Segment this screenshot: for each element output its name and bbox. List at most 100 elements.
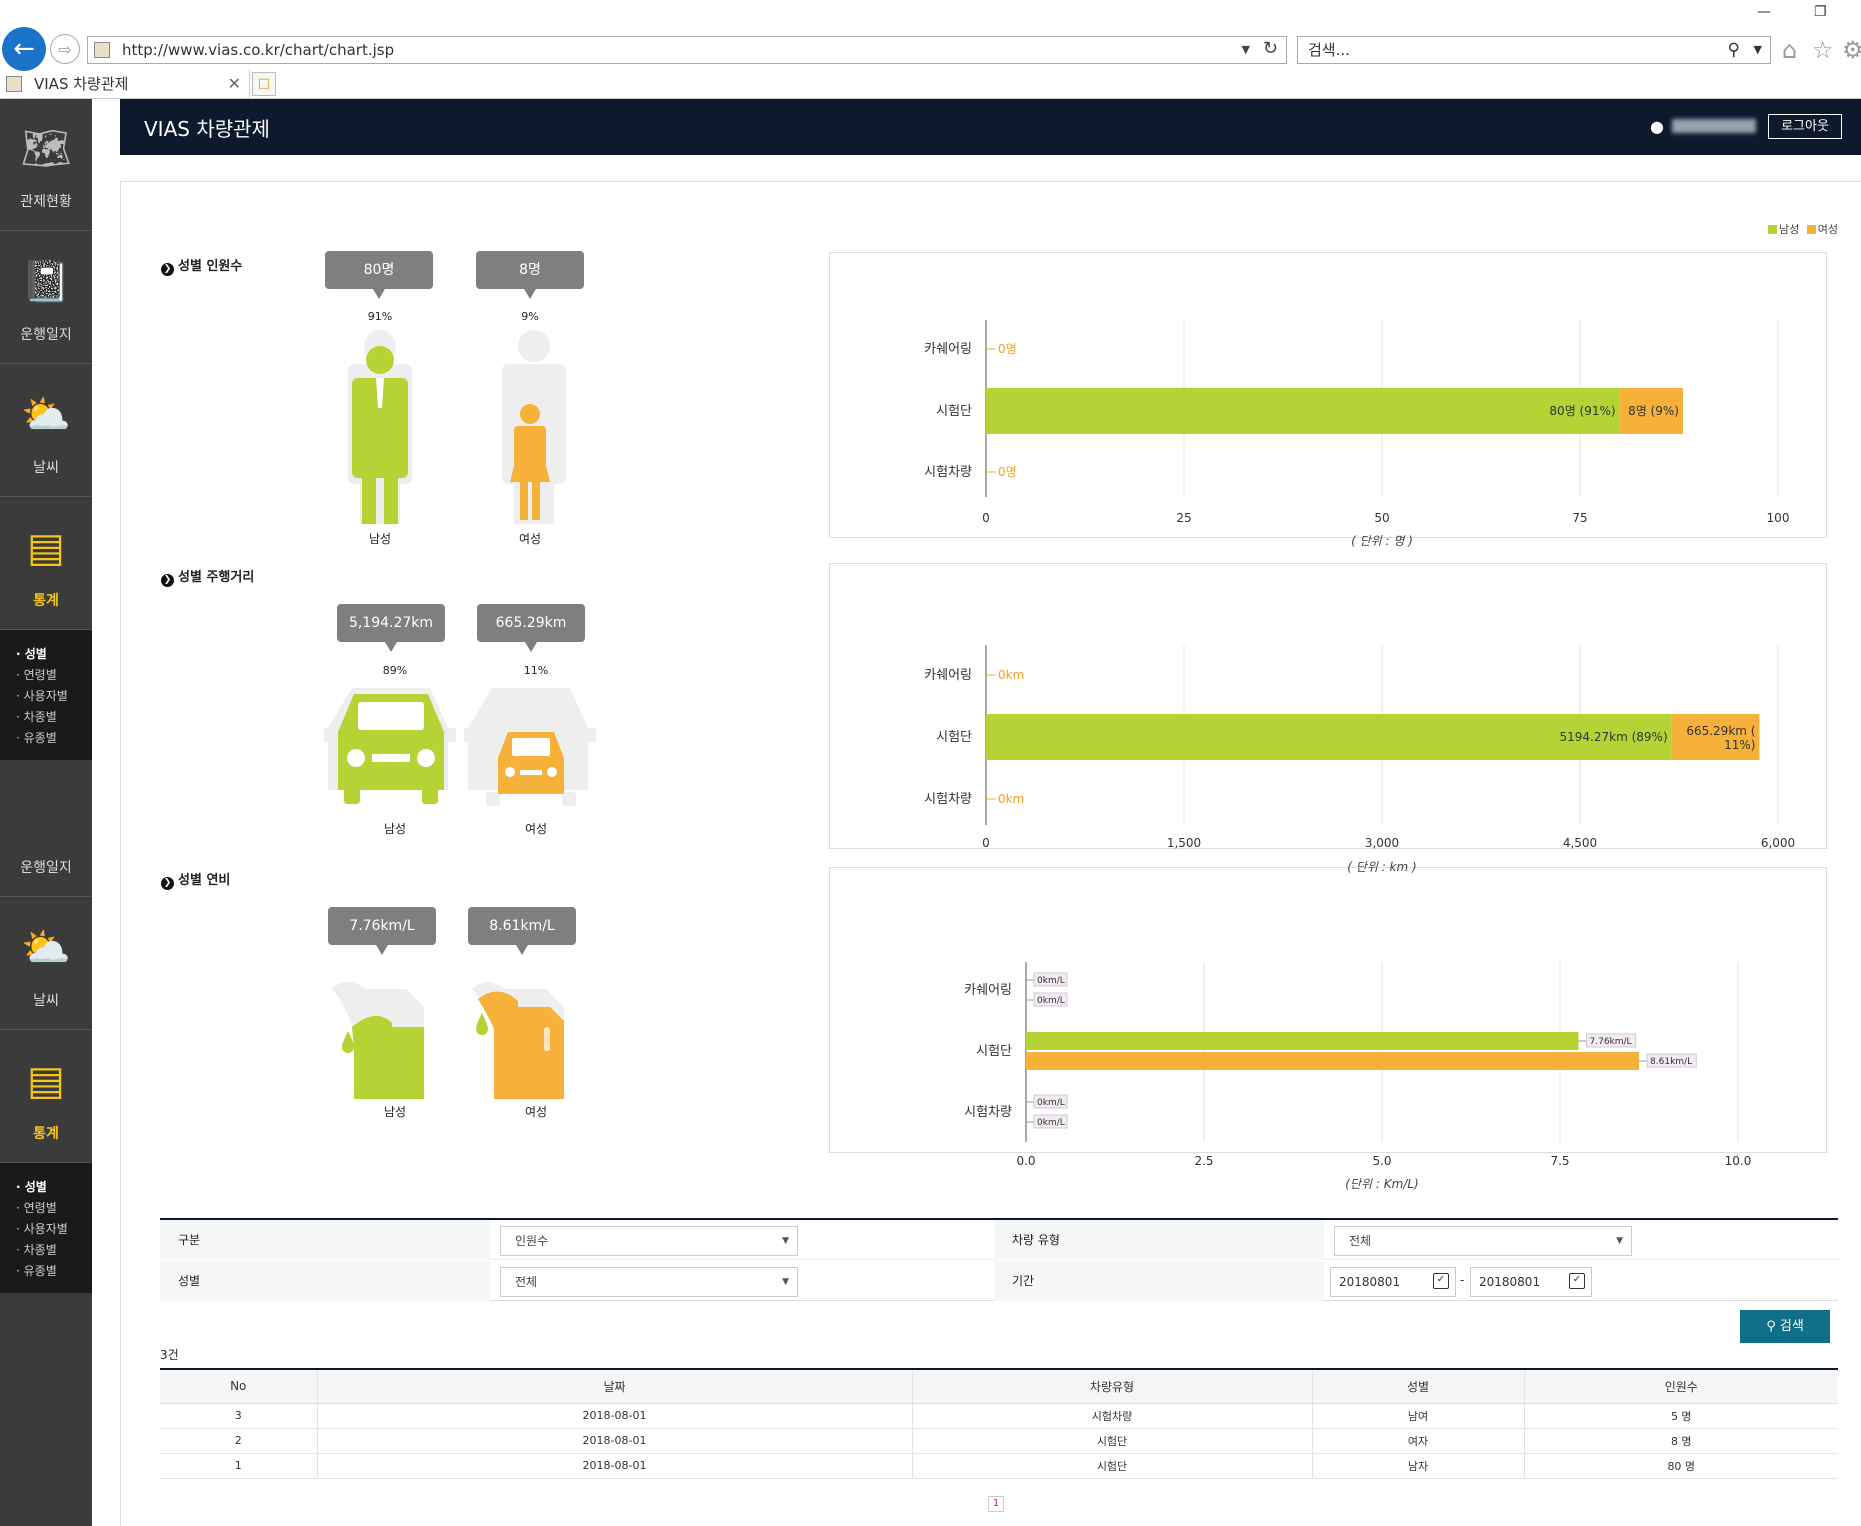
sidebar-item-label: 관제현황 [20, 194, 72, 210]
table-cell: 시험단 [911, 1453, 1312, 1479]
male-efficiency-bubble: 7.76km/L [328, 907, 436, 955]
browser-tab[interactable]: VIAS 차량관제 ✕ [0, 70, 250, 98]
column-header[interactable]: 날짜 [316, 1368, 912, 1404]
table-row[interactable]: 2 2018-08-01 시험단 여자 8 명 [160, 1428, 1838, 1454]
sidebar-item-weather-2[interactable]: ⛅ 날씨 [0, 898, 92, 1030]
browser-search-input[interactable]: 검색... ⚲ ▼ [1297, 36, 1771, 64]
date-to-input[interactable]: 20180801 ✓ [1470, 1267, 1592, 1297]
search-icon[interactable]: ⚲ [1727, 40, 1740, 60]
column-header[interactable]: 성별 [1311, 1368, 1524, 1404]
female-fuel-can-icon [472, 982, 564, 1099]
table-cell: 남여 [1311, 1403, 1524, 1429]
restore-icon[interactable]: ❐ [1814, 4, 1827, 20]
user-icon: ● [1650, 117, 1664, 136]
submenu-user[interactable]: · 사용자별 [16, 1222, 68, 1236]
search-button[interactable]: ⚲ 검색 [1740, 1310, 1830, 1343]
url-text: http://www.vias.co.kr/chart/chart.jsp [122, 41, 395, 59]
submenu-user[interactable]: · 사용자별 [16, 689, 68, 703]
table-cell: 5 명 [1523, 1403, 1838, 1429]
submenu-gender[interactable]: · 성별 [16, 1180, 47, 1194]
table-row[interactable]: 3 2018-08-01 시험차량 남여 5 명 [160, 1403, 1838, 1429]
column-header[interactable]: 인원수 [1523, 1368, 1838, 1404]
sidebar-item-statistics-2[interactable]: ▤ 통계 [0, 1031, 92, 1163]
legend-female-swatch [1806, 225, 1816, 234]
male-label: 남성 [383, 822, 407, 836]
forward-button[interactable]: ⇨ [50, 34, 80, 64]
filter-panel: 구분 인원수 ▼ 차량 유형 전체 ▼ 성별 전체 ▼ 기간 20180801 ✓ - … [160, 1218, 1838, 1301]
female-label: 여성 [518, 532, 542, 546]
results-table: No 날짜 차량유형 성별 인원수 3 2018-08-01 시험차량 남여 5… [160, 1368, 1838, 1479]
submenu-vehicle-type[interactable]: · 차종별 [16, 1243, 57, 1257]
male-distance-bubble: 5,194.27km [337, 604, 445, 652]
statistics-submenu: · 성별 · 연령별 · 사용자별 · 차종별 · 유종별 [0, 630, 92, 760]
arrow-left-icon: ← [13, 34, 35, 64]
vehicle-type-select[interactable]: 전체 ▼ [1334, 1226, 1632, 1256]
female-headcount-bubble: 8명 [476, 251, 584, 299]
weather-icon: ⛅ [21, 392, 71, 438]
home-icon[interactable]: ⌂ [1782, 36, 1798, 64]
male-person-icon [348, 330, 412, 524]
sidebar-item-monitoring[interactable]: 🗺 관제현황 [0, 99, 92, 231]
browser-chrome: ← ⇨ http://www.vias.co.kr/chart/chart.js… [0, 0, 1861, 99]
address-dropdown-icon[interactable]: ▼ [1241, 43, 1250, 56]
sidebar-item-label: 날씨 [33, 460, 59, 476]
table-cell: 8 명 [1523, 1428, 1838, 1454]
sidebar-item-logbook[interactable]: 📓 운행일지 [0, 232, 92, 364]
submenu-age[interactable]: · 연령별 [16, 668, 57, 682]
weather-icon: ⛅ [21, 925, 71, 971]
male-car-icon [324, 688, 456, 804]
sidebar-item-label: 운행일지 [20, 860, 72, 876]
favorites-star-icon[interactable]: ☆ [1812, 36, 1834, 64]
column-header[interactable]: No [160, 1368, 317, 1404]
calendar-icon[interactable]: ✓ [1433, 1273, 1449, 1289]
filter-row-1: 구분 인원수 ▼ 차량 유형 전체 ▼ [160, 1220, 1838, 1260]
filter-row-2: 성별 전체 ▼ 기간 20180801 ✓ - 20180801 ✓ [160, 1261, 1838, 1301]
division-select[interactable]: 인원수 ▼ [500, 1226, 798, 1256]
content-panel [120, 181, 1861, 1526]
division-label: 구분 [160, 1220, 490, 1260]
table-row[interactable]: 1 2018-08-01 시험단 남자 80 명 [160, 1453, 1838, 1479]
submenu-fuel-type[interactable]: · 유종별 [16, 731, 57, 745]
female-label: 여성 [524, 822, 548, 836]
chart-icon: ▤ [27, 525, 65, 571]
legend-male-label: 남성 [1779, 223, 1800, 236]
gender-label: 성별 [160, 1261, 490, 1301]
submenu-age[interactable]: · 연령별 [16, 1201, 57, 1215]
vehicle-type-label: 차량 유형 [994, 1220, 1324, 1260]
sidebar-item-weather[interactable]: ⛅ 날씨 [0, 365, 92, 497]
caret-down-icon: ▼ [782, 1236, 789, 1246]
arrow-right-icon: ⇨ [58, 39, 72, 59]
logout-button[interactable]: 로그아웃 [1768, 114, 1842, 139]
new-tab-button[interactable]: □ [252, 72, 276, 96]
chevron-right-icon: ❯ [161, 263, 174, 276]
gear-icon[interactable]: ⚙ [1842, 36, 1861, 64]
refresh-icon[interactable]: ↻ [1262, 38, 1278, 59]
logbook-icon: 📓 [21, 259, 71, 305]
address-bar[interactable]: http://www.vias.co.kr/chart/chart.jsp ▼ … [87, 36, 1287, 64]
search-dropdown-icon[interactable]: ▼ [1753, 43, 1762, 56]
submenu-vehicle-type[interactable]: · 차종별 [16, 710, 57, 724]
app-header: VIAS 차량관제 ● 로그아웃 [120, 99, 1861, 155]
pagination-page-1[interactable]: 1 [988, 1496, 1004, 1512]
back-button[interactable]: ← [2, 27, 46, 71]
favicon-icon [94, 42, 110, 58]
submenu-fuel-type[interactable]: · 유종별 [16, 1264, 57, 1278]
legend-male-swatch [1768, 225, 1777, 234]
tab-favicon-icon [6, 76, 22, 92]
gender-select[interactable]: 전체 ▼ [500, 1267, 798, 1297]
minimize-icon[interactable]: — [1757, 4, 1771, 20]
submenu-gender[interactable]: · 성별 [16, 647, 47, 661]
sidebar-item-logbook-2[interactable]: 운행일지 [0, 765, 92, 897]
male-distance-pct: 89% [382, 664, 408, 677]
sidebar-item-statistics[interactable]: ▤ 통계 [0, 498, 92, 630]
female-label: 여성 [524, 1105, 548, 1119]
table-cell: 80 명 [1523, 1453, 1838, 1479]
calendar-icon[interactable]: ✓ [1569, 1273, 1585, 1289]
close-tab-icon[interactable]: ✕ [227, 74, 241, 93]
table-header-row: No 날짜 차량유형 성별 인원수 [160, 1368, 1838, 1404]
date-from-input[interactable]: 20180801 ✓ [1330, 1267, 1456, 1297]
statistics-submenu-2: · 성별 · 연령별 · 사용자별 · 차종별 · 유종별 [0, 1163, 92, 1293]
column-header[interactable]: 차량유형 [911, 1368, 1312, 1404]
chart-box-distance [829, 563, 1827, 849]
section-title-efficiency: ❯ 성별 연비 [161, 869, 230, 890]
